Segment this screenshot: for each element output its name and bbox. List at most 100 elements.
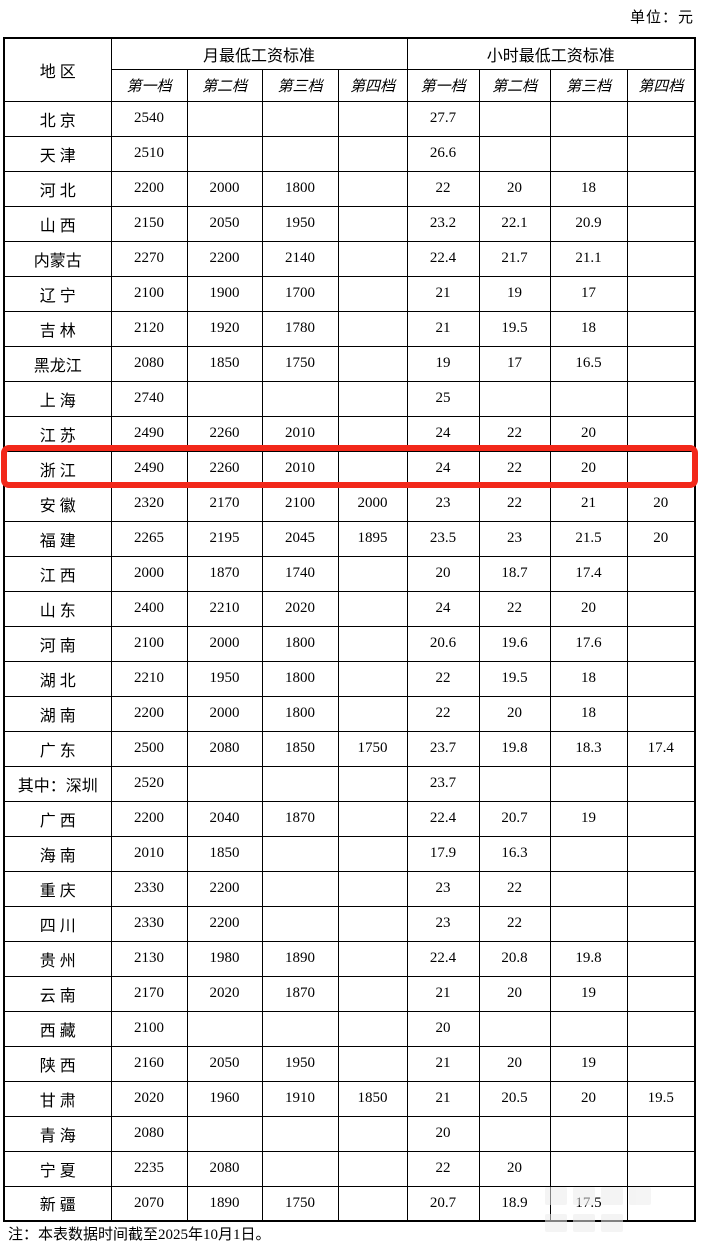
monthly-value-cell: 2200 <box>110 800 188 837</box>
hourly-value-cell: 20.9 <box>549 205 628 242</box>
hourly-value-cell <box>626 310 696 347</box>
monthly-value-cell <box>186 100 263 137</box>
hourly-value-cell: 17.6 <box>549 625 628 662</box>
hourly-value-cell: 23.5 <box>406 520 480 557</box>
hourly-value-cell: 22 <box>478 905 551 942</box>
region-cell: 上 海 <box>3 380 112 417</box>
hourly-value-cell: 27.7 <box>406 100 480 137</box>
hourly-value-cell: 18 <box>549 695 628 732</box>
region-cell: 山 西 <box>3 205 112 242</box>
monthly-value-cell: 2270 <box>110 240 188 277</box>
monthly-tier4-header: 第四档 <box>337 68 408 102</box>
monthly-value-cell: 2000 <box>337 485 408 522</box>
table-row: 四 川 2330 2200 23 22 <box>3 905 696 942</box>
table-row: 河 南 2100 2000 1800 20.6 19.6 17.6 <box>3 625 696 662</box>
table-row: 贵 州 2130 1980 1890 22.4 20.8 19.8 <box>3 940 696 977</box>
table-row: 其中：深圳 2520 23.7 <box>3 765 696 802</box>
hourly-value-cell: 22.1 <box>478 205 551 242</box>
table-row: 山 西 2150 2050 1950 23.2 22.1 20.9 <box>3 205 696 242</box>
monthly-value-cell: 1850 <box>186 345 263 382</box>
monthly-value-cell: 1890 <box>261 940 339 977</box>
monthly-value-cell: 2000 <box>186 170 263 207</box>
monthly-value-cell <box>337 275 408 312</box>
monthly-value-cell <box>337 205 408 242</box>
monthly-value-cell: 1800 <box>261 625 339 662</box>
monthly-value-cell <box>337 870 408 907</box>
region-cell: 河 北 <box>3 170 112 207</box>
hourly-value-cell: 16.3 <box>478 835 551 872</box>
monthly-value-cell: 2045 <box>261 520 339 557</box>
monthly-value-cell: 2120 <box>110 310 188 347</box>
monthly-value-cell: 1750 <box>261 1185 339 1222</box>
hourly-value-cell <box>478 135 551 172</box>
monthly-value-cell: 2320 <box>110 485 188 522</box>
monthly-value-cell: 2100 <box>110 1010 188 1047</box>
hourly-value-cell: 19.5 <box>626 1080 696 1117</box>
monthly-value-cell: 1870 <box>186 555 263 592</box>
hourly-value-cell <box>626 170 696 207</box>
monthly-value-cell: 2260 <box>186 415 263 452</box>
monthly-value-cell: 2200 <box>110 170 188 207</box>
hourly-value-cell: 23 <box>406 870 480 907</box>
hourly-value-cell: 17 <box>549 275 628 312</box>
hourly-value-cell <box>626 695 696 732</box>
monthly-value-cell: 1800 <box>261 170 339 207</box>
hourly-value-cell: 23.7 <box>406 730 480 767</box>
table-row: 江 西 2000 1870 1740 20 18.7 17.4 <box>3 555 696 592</box>
monthly-value-cell <box>261 1150 339 1187</box>
monthly-value-cell <box>261 1010 339 1047</box>
hourly-value-cell: 24 <box>406 415 480 452</box>
hourly-value-cell <box>626 240 696 277</box>
monthly-value-cell: 2100 <box>110 625 188 662</box>
hourly-value-cell <box>478 1010 551 1047</box>
hourly-value-cell: 21.7 <box>478 240 551 277</box>
monthly-value-cell <box>261 1115 339 1152</box>
monthly-value-cell: 2050 <box>186 205 263 242</box>
hourly-value-cell: 20 <box>478 1045 551 1082</box>
hourly-value-cell: 17.5 <box>549 1185 628 1222</box>
region-cell: 湖 南 <box>3 695 112 732</box>
hourly-value-cell: 20 <box>406 1115 480 1152</box>
hourly-tier4-header: 第四档 <box>626 68 696 102</box>
monthly-value-cell: 2200 <box>186 870 263 907</box>
monthly-value-cell: 2200 <box>186 905 263 942</box>
monthly-value-cell <box>337 555 408 592</box>
hourly-value-cell: 19.8 <box>478 730 551 767</box>
hourly-value-cell: 17 <box>478 345 551 382</box>
region-cell: 西 藏 <box>3 1010 112 1047</box>
hourly-value-cell: 20 <box>406 555 480 592</box>
table-row: 福 建 2265 2195 2045 1895 23.5 23 21.5 20 <box>3 520 696 557</box>
region-cell: 甘 肃 <box>3 1080 112 1117</box>
hourly-value-cell: 22 <box>478 590 551 627</box>
hourly-value-cell <box>626 100 696 137</box>
table-row: 河 北 2200 2000 1800 22 20 18 <box>3 170 696 207</box>
hourly-value-cell: 19.5 <box>478 660 551 697</box>
monthly-value-cell: 2150 <box>110 205 188 242</box>
hourly-value-cell <box>626 835 696 872</box>
monthly-value-cell: 2100 <box>261 485 339 522</box>
region-cell: 陕 西 <box>3 1045 112 1082</box>
hourly-value-cell <box>478 765 551 802</box>
hourly-value-cell: 20 <box>626 485 696 522</box>
hourly-value-cell: 23.7 <box>406 765 480 802</box>
hourly-value-cell: 19.6 <box>478 625 551 662</box>
monthly-value-cell: 1890 <box>186 1185 263 1222</box>
monthly-value-cell <box>337 170 408 207</box>
region-cell: 吉 林 <box>3 310 112 347</box>
monthly-value-cell <box>186 765 263 802</box>
hourly-value-cell: 22.4 <box>406 940 480 977</box>
monthly-value-cell: 2235 <box>110 1150 188 1187</box>
hourly-value-cell: 22 <box>478 485 551 522</box>
hourly-value-cell <box>626 870 696 907</box>
monthly-value-cell: 2330 <box>110 870 188 907</box>
hourly-value-cell: 22.4 <box>406 800 480 837</box>
hourly-value-cell: 24 <box>406 450 480 487</box>
monthly-value-cell: 2080 <box>186 1150 263 1187</box>
monthly-value-cell: 1700 <box>261 275 339 312</box>
hourly-value-cell: 24 <box>406 590 480 627</box>
hourly-value-cell <box>626 1150 696 1187</box>
hourly-value-cell: 25 <box>406 380 480 417</box>
hourly-value-cell <box>626 1185 696 1222</box>
hourly-value-cell <box>626 415 696 452</box>
monthly-value-cell: 2490 <box>110 450 188 487</box>
